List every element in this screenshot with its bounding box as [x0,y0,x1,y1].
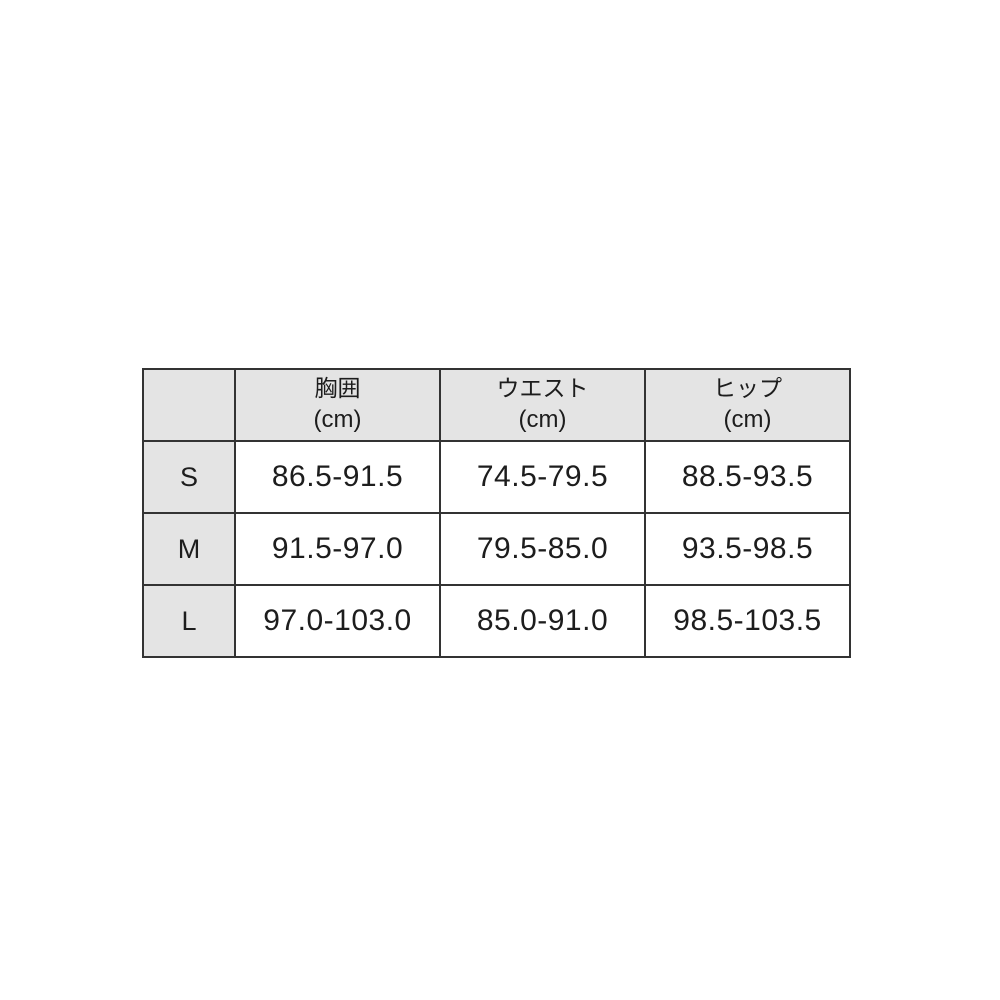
corner-cell [142,368,236,442]
cell-l-waist: 85.0-91.0 [439,584,646,658]
column-header-chest-unit: (cm) [313,406,362,434]
size-label-m: M [142,512,236,586]
header-row: 胸囲 (cm) ウエスト (cm) ヒップ (cm) [142,368,851,442]
cell-l-chest: 97.0-103.0 [234,584,441,658]
table-row-m: M 91.5-97.0 79.5-85.0 93.5-98.5 [142,512,851,586]
column-header-hip-label: ヒップ [713,375,782,402]
column-header-hip: ヒップ (cm) [644,368,851,442]
size-chart-table: 胸囲 (cm) ウエスト (cm) ヒップ (cm) S 86.5-91.5 7… [142,368,851,658]
column-header-waist-label: ウエスト [496,375,589,402]
column-header-waist-unit: (cm) [518,406,567,434]
column-header-hip-unit: (cm) [723,406,772,434]
column-header-waist: ウエスト (cm) [439,368,646,442]
cell-m-hip: 93.5-98.5 [644,512,851,586]
table-row-s: S 86.5-91.5 74.5-79.5 88.5-93.5 [142,440,851,514]
cell-s-hip: 88.5-93.5 [644,440,851,514]
table-row-l: L 97.0-103.0 85.0-91.0 98.5-103.5 [142,584,851,658]
cell-m-waist: 79.5-85.0 [439,512,646,586]
cell-m-chest: 91.5-97.0 [234,512,441,586]
column-header-chest-label: 胸囲 [314,375,361,402]
cell-s-waist: 74.5-79.5 [439,440,646,514]
size-label-l: L [142,584,236,658]
column-header-chest: 胸囲 (cm) [234,368,441,442]
size-label-s: S [142,440,236,514]
cell-l-hip: 98.5-103.5 [644,584,851,658]
cell-s-chest: 86.5-91.5 [234,440,441,514]
